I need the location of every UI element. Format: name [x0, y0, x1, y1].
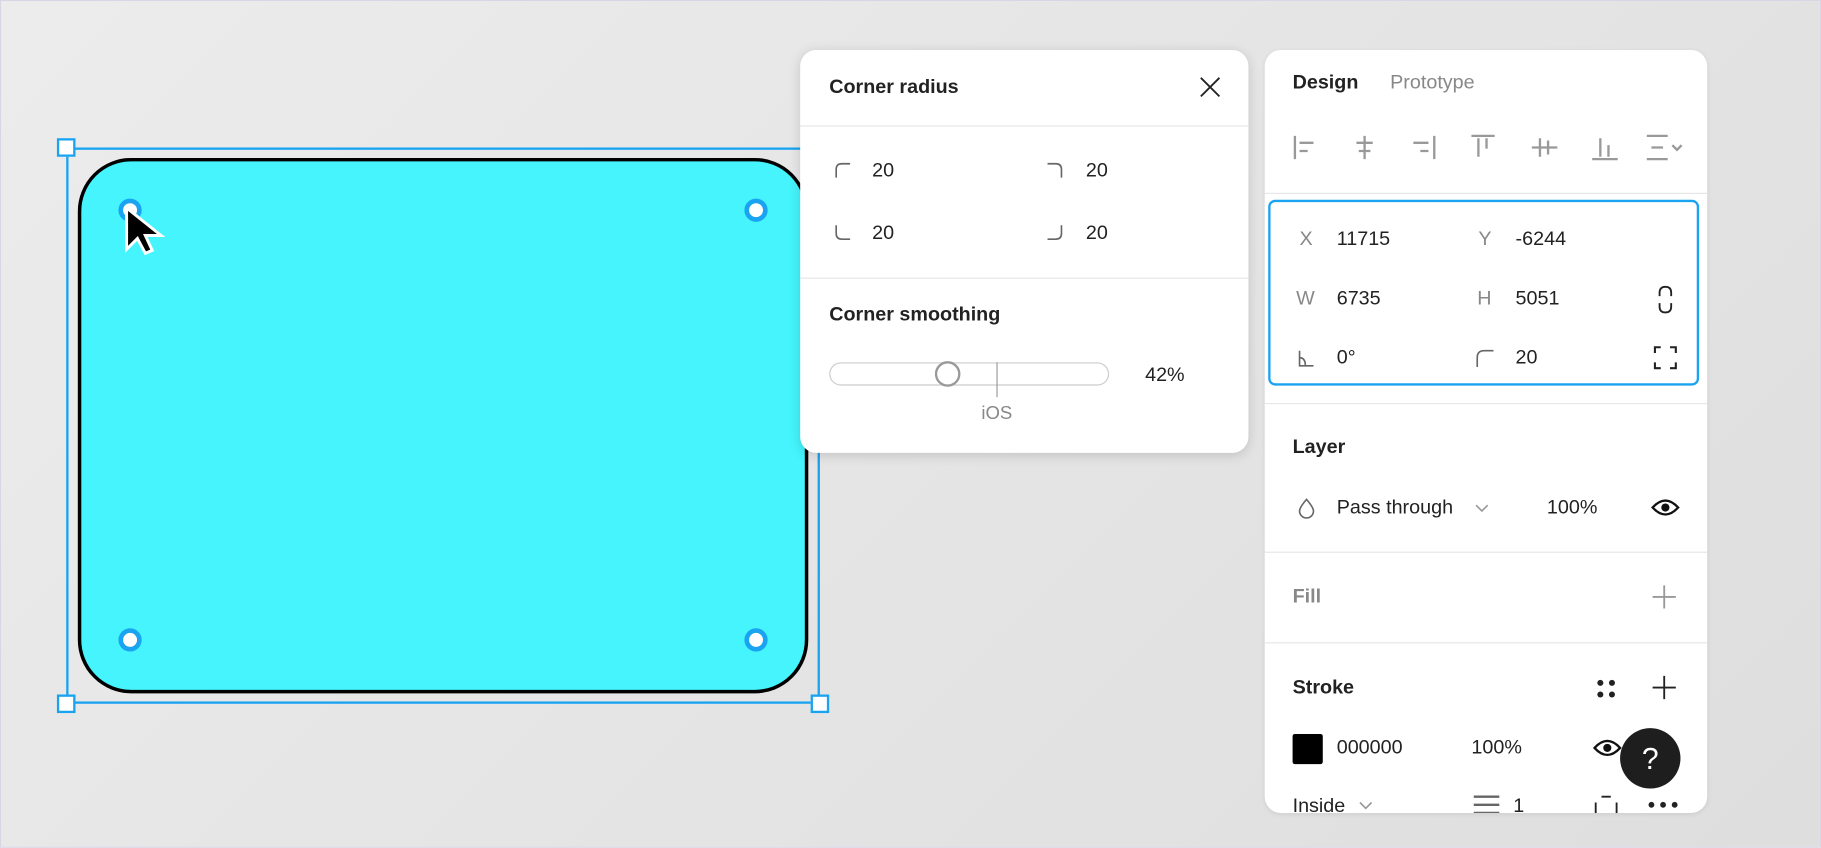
- h-input[interactable]: 5051: [1515, 286, 1560, 309]
- y-label: Y: [1478, 227, 1492, 250]
- corner-radius-input[interactable]: 20: [1515, 346, 1538, 369]
- align-left-icon: [1293, 135, 1314, 160]
- eye-icon[interactable]: [1651, 498, 1680, 517]
- w-input[interactable]: 6735: [1336, 286, 1381, 309]
- radius-handle-bottom-left[interactable]: [118, 628, 142, 652]
- radius-top-right-input[interactable]: 20: [1085, 159, 1108, 182]
- ios-tick: [996, 362, 998, 398]
- stroke-opacity-input[interactable]: 100%: [1471, 736, 1522, 759]
- cursor-arrow-icon: [125, 204, 166, 256]
- close-icon[interactable]: [1200, 77, 1221, 98]
- corner-radius-popover: Corner radius 20 20 20 20 Corner smoothi…: [800, 49, 1249, 453]
- align-right-icon: [1413, 135, 1436, 160]
- corner-bottom-left-icon: [835, 225, 851, 241]
- blend-mode-select[interactable]: Pass through: [1336, 495, 1454, 518]
- constrain-proportions-icon[interactable]: [1657, 285, 1673, 314]
- transform-section: [1268, 199, 1700, 386]
- align-toolbar: [1293, 134, 1683, 161]
- distribute-icon: [1646, 134, 1683, 161]
- stroke-weight-input[interactable]: 1: [1513, 794, 1525, 813]
- corner-bottom-right-icon: [1047, 225, 1063, 241]
- corner-radius-icon: [1476, 349, 1494, 367]
- independent-corners-icon[interactable]: [1653, 346, 1677, 370]
- stroke-color-swatch[interactable]: [1292, 733, 1323, 765]
- fill-title: Fill: [1292, 585, 1322, 608]
- design-panel: Design Prototype X 11715 Y -6244 W 6735 …: [1264, 49, 1708, 813]
- resize-handle-bottom-left[interactable]: [56, 694, 76, 714]
- radius-bottom-right-input[interactable]: 20: [1085, 221, 1108, 244]
- x-label: X: [1299, 227, 1313, 250]
- stroke-position-select[interactable]: Inside: [1292, 794, 1346, 813]
- stroke-position-chevron-icon[interactable]: [1359, 801, 1373, 810]
- radius-handle-bottom-right[interactable]: [744, 628, 768, 652]
- align-top-icon: [1471, 134, 1495, 157]
- radius-bottom-left-input[interactable]: 20: [872, 221, 895, 244]
- y-input[interactable]: -6244: [1515, 227, 1567, 250]
- slider-knob[interactable]: [935, 361, 961, 387]
- popover-title: Corner radius: [829, 75, 959, 98]
- h-label: H: [1477, 286, 1492, 309]
- radius-handle-top-right[interactable]: [744, 198, 768, 222]
- layer-opacity-input[interactable]: 100%: [1546, 495, 1598, 518]
- add-fill-icon[interactable]: [1652, 585, 1676, 609]
- radius-top-left-input[interactable]: 20: [872, 159, 895, 182]
- stroke-eye-icon[interactable]: [1592, 739, 1622, 758]
- align-vertical-center-icon: [1531, 138, 1558, 157]
- resize-handle-top-left[interactable]: [56, 138, 76, 157]
- tab-prototype[interactable]: Prototype: [1390, 70, 1475, 93]
- individual-strokes-icon[interactable]: [1594, 795, 1618, 813]
- stroke-styles-icon[interactable]: [1596, 678, 1617, 699]
- stroke-title: Stroke: [1292, 675, 1355, 698]
- corner-top-right-icon: [1047, 162, 1063, 178]
- more-options-icon[interactable]: [1648, 801, 1678, 808]
- stroke-weight-icon: [1473, 795, 1500, 813]
- x-input[interactable]: 11715: [1336, 227, 1391, 250]
- corner-smoothing-title: Corner smoothing: [829, 303, 1001, 326]
- tab-design[interactable]: Design: [1292, 70, 1359, 93]
- smoothing-value[interactable]: 42%: [1145, 363, 1185, 386]
- blend-mode-icon: [1298, 498, 1315, 519]
- add-stroke-icon[interactable]: [1652, 675, 1676, 700]
- stroke-color-input[interactable]: 000000: [1336, 736, 1403, 759]
- ios-label: iOS: [981, 404, 1013, 424]
- corner-top-left-icon: [835, 162, 851, 178]
- resize-handle-bottom-right[interactable]: [810, 694, 830, 714]
- layer-title: Layer: [1292, 435, 1346, 458]
- align-horizontal-center-icon: [1356, 135, 1373, 160]
- w-label: W: [1296, 286, 1315, 309]
- rotation-input[interactable]: 0°: [1336, 346, 1356, 369]
- rotation-icon: [1298, 350, 1314, 367]
- help-button[interactable]: ?: [1620, 728, 1681, 789]
- smoothing-slider[interactable]: [829, 361, 1110, 398]
- rectangle-shape[interactable]: [77, 157, 809, 694]
- align-bottom-icon: [1592, 138, 1618, 161]
- chevron-down-icon[interactable]: [1475, 504, 1489, 513]
